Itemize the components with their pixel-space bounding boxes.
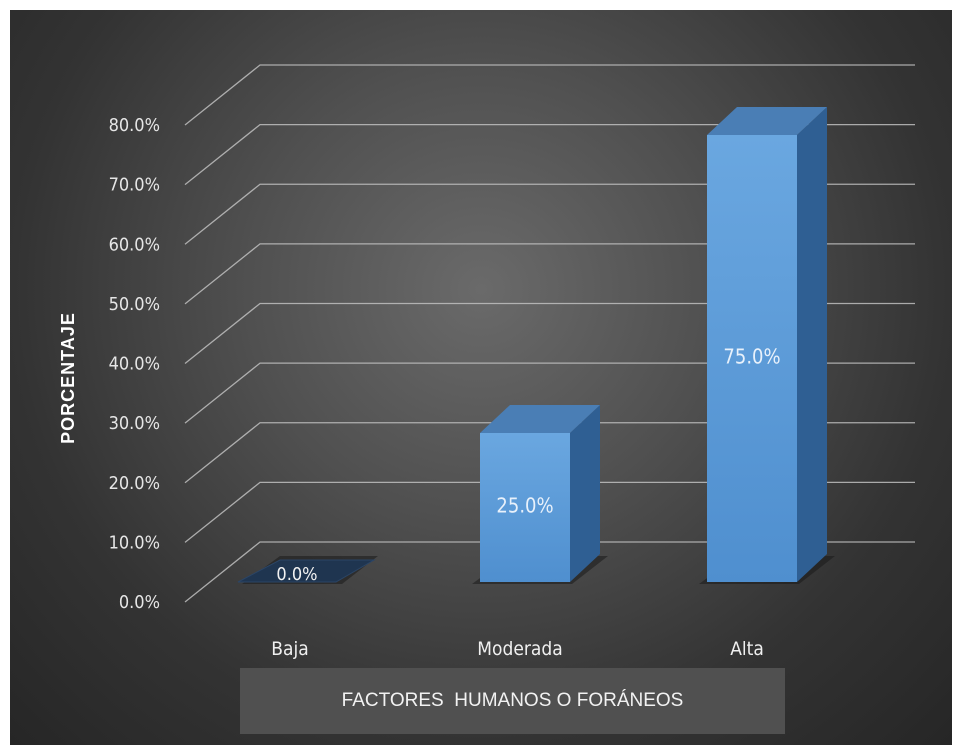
bar-side <box>797 107 827 582</box>
y-axis-ticks: 0.0% 10.0% 20.0% 30.0% 40.0% 50.0% 60.0% 70.0% 8… <box>109 115 160 613</box>
data-label: 0.0% <box>276 564 317 585</box>
x-axis-title-box: FACTORES HUMANOS O FORÁNEOS <box>240 668 785 734</box>
data-label: 75.0% <box>723 345 780 369</box>
x-category-label: Baja <box>271 638 308 660</box>
bars: 0.0% 25.0% 75.0% <box>238 107 835 585</box>
y-tick-label: 60.0% <box>109 234 160 255</box>
x-axis-categories: Baja Moderada Alta <box>271 638 764 660</box>
data-label: 25.0% <box>496 494 553 518</box>
y-tick-label: 80.0% <box>109 115 160 136</box>
y-tick-label: 30.0% <box>109 413 160 434</box>
bar-chart-3d: 0.0% 10.0% 20.0% 30.0% 40.0% 50.0% 60.0% 70.0% 8… <box>10 10 952 745</box>
y-axis-title: PORCENTAJE <box>58 278 82 478</box>
bar-side <box>570 405 600 582</box>
y-tick-label: 20.0% <box>109 473 160 494</box>
y-tick-label: 50.0% <box>109 294 160 315</box>
chart-area: 0.0% 10.0% 20.0% 30.0% 40.0% 50.0% 60.0% 70.0% 8… <box>10 10 952 745</box>
y-tick-label: 40.0% <box>109 354 160 375</box>
bar-alta: 75.0% <box>699 107 835 584</box>
x-category-label: Alta <box>730 638 764 660</box>
bar-baja: 0.0% <box>238 556 378 585</box>
y-tick-label: 70.0% <box>109 175 160 196</box>
y-tick-label: 10.0% <box>109 532 160 553</box>
bar-moderada: 25.0% <box>472 405 608 584</box>
x-axis-title: FACTORES HUMANOS O FORÁNEOS <box>342 690 684 712</box>
x-category-label: Moderada <box>477 638 562 660</box>
y-tick-label: 0.0% <box>119 592 160 613</box>
